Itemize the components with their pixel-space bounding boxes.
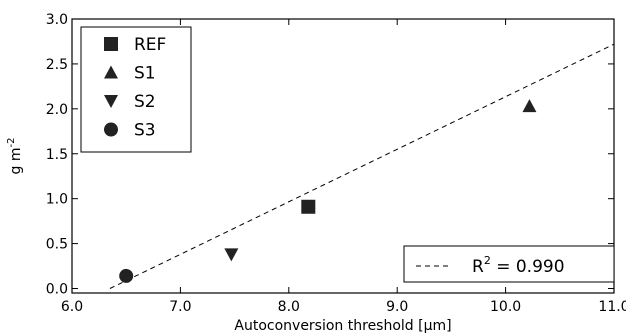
x-tick-label: 8.0 xyxy=(278,299,300,315)
fit-legend: R2 = 0.990 xyxy=(403,245,615,283)
y-axis-label: g m-2 xyxy=(6,138,24,175)
y-tick-label: 2.5 xyxy=(46,57,68,73)
fit-legend-exponent: 2 xyxy=(484,254,491,267)
plot-area-frame xyxy=(71,18,615,294)
fit-line xyxy=(109,43,615,289)
data-point-s2 xyxy=(224,248,239,262)
legend-marker-s2 xyxy=(104,95,118,108)
legend-label-s3: S3 xyxy=(134,121,156,141)
fit-legend-value: = 0.990 xyxy=(491,257,565,277)
legend-marker-s1 xyxy=(104,65,118,79)
series-legend: REF S1 S2 S3 xyxy=(80,26,192,153)
y-tick-label: 1.5 xyxy=(46,147,68,163)
legend-marker-ref xyxy=(104,37,118,51)
legend-frame xyxy=(80,26,192,153)
fit-line-layer xyxy=(109,43,615,289)
y-tick-label: 1.0 xyxy=(46,192,68,208)
y-axis-label-exponent: -2 xyxy=(6,138,17,148)
legend-marker-s3 xyxy=(104,122,118,137)
fit-legend-r: R xyxy=(472,257,484,277)
x-tick-label: 9.0 xyxy=(386,299,408,315)
x-tick-label: 10.0 xyxy=(490,299,521,315)
legend-label-ref: REF xyxy=(134,35,166,55)
tick-layer: 6.0 7.0 8.0 9.0 10.0 11.0 0.0 0.5 1.0 1.5 2.0 2.5 3.… xyxy=(46,12,626,315)
y-tick-label: 3.0 xyxy=(46,12,68,28)
y-axis-label-base: g m xyxy=(8,148,24,175)
legend-label-s2: S2 xyxy=(134,92,156,112)
data-point-s1 xyxy=(522,99,537,113)
x-tick-label: 7.0 xyxy=(169,299,191,315)
data-point-s3 xyxy=(119,268,134,283)
data-point-ref xyxy=(301,199,316,214)
marker-layer xyxy=(119,99,537,283)
fit-legend-label: R2 = 0.990 xyxy=(472,254,565,277)
fit-legend-frame xyxy=(403,245,615,283)
x-tick-label: 6.0 xyxy=(61,299,83,315)
x-axis-label: Autoconversion threshold [μm] xyxy=(234,318,451,334)
y-tick-label: 0.0 xyxy=(46,282,68,298)
legend-label-s1: S1 xyxy=(134,64,156,84)
y-tick-label: 2.0 xyxy=(46,102,68,118)
x-tick-label: 11.0 xyxy=(598,299,626,315)
y-tick-label: 0.5 xyxy=(46,237,68,253)
